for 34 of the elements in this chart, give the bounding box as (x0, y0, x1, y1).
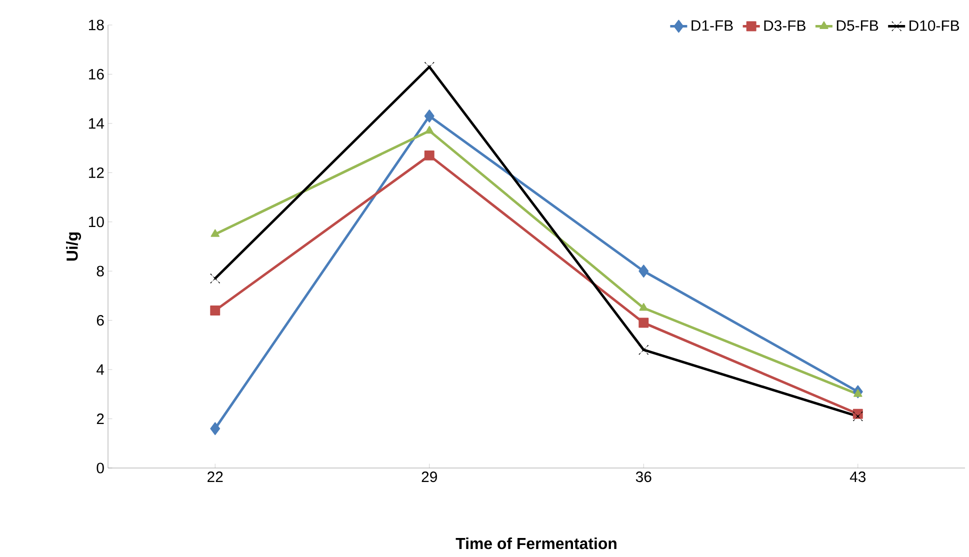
y-tick-label: 18 (89, 20, 104, 30)
point (854, 389, 862, 397)
y-tick-label: 0 (96, 462, 104, 474)
point (424, 150, 434, 160)
point (210, 274, 220, 284)
point (638, 318, 649, 328)
legend-label: D3-FB (764, 20, 806, 31)
point (638, 344, 649, 355)
point (852, 411, 863, 422)
legend-label: D1-FB (692, 20, 733, 31)
y-tick-label: 10 (89, 216, 104, 228)
x-tick-label: 36 (636, 472, 652, 482)
point (210, 422, 220, 436)
point (424, 110, 434, 123)
y-tick-label: 16 (89, 68, 104, 80)
point (424, 62, 434, 72)
point (639, 303, 648, 311)
point (424, 126, 434, 134)
y-tick-label: 8 (96, 266, 104, 276)
x-axis-title: Time of Fermentation (456, 537, 616, 550)
legend-label: D10-FB (910, 20, 960, 31)
y-tick-label: 14 (89, 118, 104, 129)
x-tick-label: 43 (850, 472, 866, 482)
x-tick-label: 29 (422, 472, 437, 482)
point (210, 306, 220, 316)
y-tick-label: 12 (89, 167, 104, 178)
y-tick-label: 4 (96, 364, 104, 375)
point (210, 229, 220, 237)
y-tick-label: 2 (96, 414, 104, 424)
y-tick-label: 6 (96, 315, 104, 326)
point (638, 264, 649, 278)
x-tick-label: 22 (208, 472, 223, 482)
y-axis-title: Ui/g (66, 232, 82, 261)
legend-label: D5-FB (836, 20, 878, 31)
